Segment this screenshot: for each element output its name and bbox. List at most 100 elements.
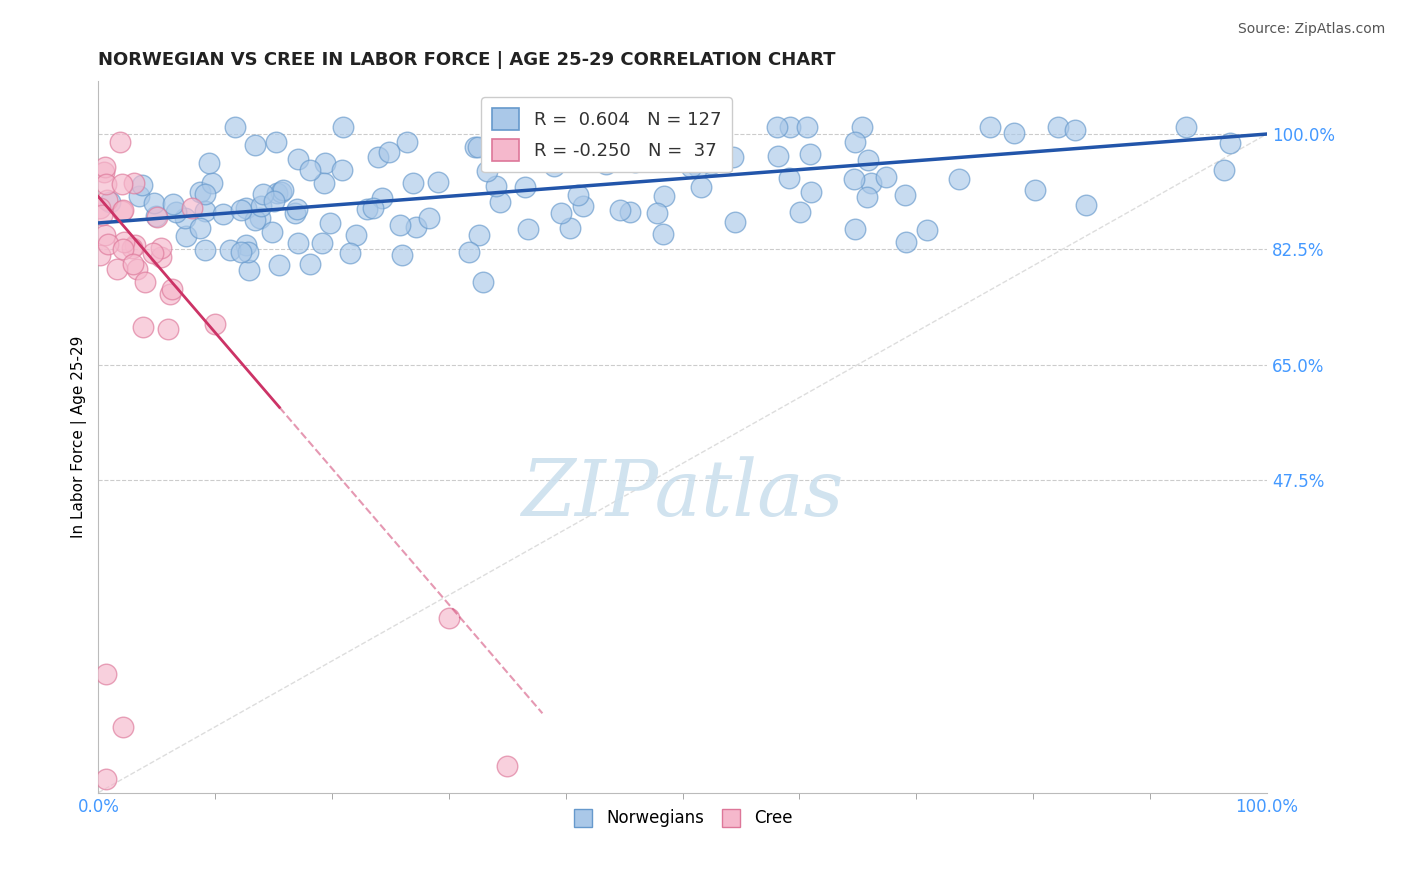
Point	[314, 155, 336, 169]
Point	[768, 149, 790, 163]
Point	[1213, 163, 1236, 178]
Point	[513, 179, 536, 194]
Point	[567, 188, 589, 202]
Point	[146, 210, 169, 224]
Point	[688, 161, 710, 175]
Point	[180, 201, 202, 215]
Point	[1047, 120, 1070, 135]
Point	[395, 135, 418, 149]
Point	[132, 320, 155, 334]
Point	[298, 257, 321, 271]
Text: NORWEGIAN VS CREE IN LABOR FORCE | AGE 25-29 CORRELATION CHART: NORWEGIAN VS CREE IN LABOR FORCE | AGE 2…	[98, 51, 835, 69]
Point	[287, 152, 309, 166]
Point	[108, 135, 131, 149]
Point	[249, 211, 271, 225]
Point	[238, 262, 260, 277]
Point	[948, 172, 970, 186]
Point	[94, 228, 117, 243]
Point	[96, 193, 118, 207]
Point	[262, 225, 284, 239]
Point	[721, 150, 744, 164]
Point	[145, 209, 167, 223]
Point	[318, 216, 340, 230]
Point	[389, 219, 412, 233]
Point	[637, 140, 659, 154]
Point	[312, 176, 335, 190]
Point	[377, 145, 399, 160]
Point	[464, 140, 486, 154]
Point	[90, 208, 112, 222]
Point	[160, 281, 183, 295]
Point	[236, 245, 259, 260]
Point	[1002, 126, 1025, 140]
Point	[979, 120, 1001, 135]
Point	[571, 199, 593, 213]
Point	[243, 138, 266, 153]
Point	[875, 170, 897, 185]
Point	[94, 178, 117, 192]
Point	[285, 202, 308, 216]
Point	[229, 202, 252, 217]
Y-axis label: In Labor Force | Age 25-29: In Labor Force | Age 25-29	[72, 335, 87, 538]
Point	[94, 161, 117, 175]
Point	[894, 235, 917, 250]
Point	[437, 611, 460, 625]
Point	[89, 201, 111, 215]
Point	[194, 243, 217, 257]
Point	[778, 171, 800, 186]
Point	[98, 194, 121, 209]
Point	[157, 322, 180, 336]
Point	[391, 248, 413, 262]
Point	[361, 201, 384, 215]
Point	[356, 202, 378, 216]
Point	[844, 222, 866, 236]
Point	[339, 246, 361, 260]
Point	[766, 120, 789, 135]
Point	[176, 228, 198, 243]
Point	[105, 261, 128, 276]
Point	[418, 211, 440, 226]
Point	[266, 135, 288, 149]
Point	[204, 317, 226, 331]
Point	[243, 213, 266, 227]
Point	[188, 221, 211, 235]
Point	[122, 257, 145, 271]
Point	[467, 140, 489, 154]
Point	[111, 204, 134, 219]
Point	[125, 262, 148, 277]
Point	[860, 176, 883, 190]
Point	[97, 237, 120, 252]
Point	[122, 176, 145, 190]
Point	[1024, 183, 1046, 197]
Point	[332, 120, 354, 135]
Point	[198, 156, 221, 170]
Point	[655, 120, 678, 135]
Point	[162, 197, 184, 211]
Point	[485, 178, 508, 193]
Point	[219, 243, 242, 257]
Point	[427, 175, 450, 189]
Point	[287, 236, 309, 251]
Point	[543, 159, 565, 173]
Point	[330, 162, 353, 177]
Point	[595, 157, 617, 171]
Point	[1074, 198, 1097, 212]
Point	[224, 120, 246, 135]
Point	[844, 135, 866, 149]
Point	[844, 171, 866, 186]
Point	[128, 188, 150, 202]
Point	[538, 120, 561, 135]
Point	[131, 178, 153, 192]
Point	[346, 228, 368, 243]
Point	[267, 259, 290, 273]
Point	[149, 241, 172, 255]
Point	[800, 186, 823, 200]
Point	[201, 177, 224, 191]
Point	[124, 238, 146, 252]
Point	[165, 204, 187, 219]
Point	[270, 185, 292, 199]
Point	[700, 157, 723, 171]
Point	[779, 120, 801, 135]
Point	[647, 206, 669, 220]
Point	[235, 201, 257, 215]
